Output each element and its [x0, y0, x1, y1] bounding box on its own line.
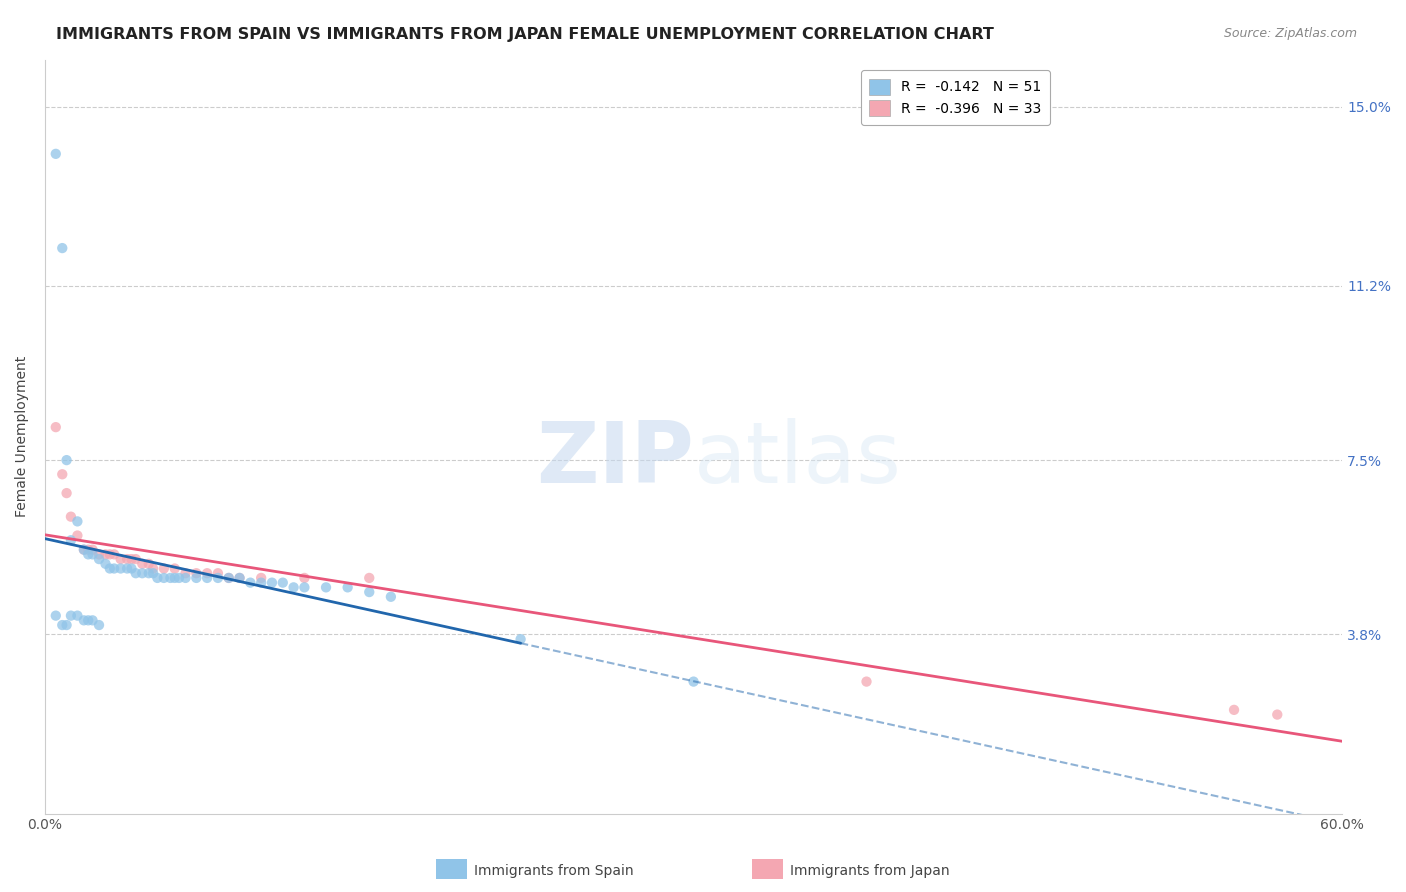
- Point: [186, 566, 208, 581]
- Point: [359, 571, 381, 585]
- Point: [120, 561, 142, 575]
- Point: [51, 618, 73, 632]
- Point: [239, 575, 262, 590]
- Point: [110, 552, 132, 566]
- Point: [315, 580, 337, 594]
- Text: Source: ZipAtlas.com: Source: ZipAtlas.com: [1223, 27, 1357, 40]
- Point: [359, 585, 381, 599]
- Point: [146, 571, 169, 585]
- Point: [131, 557, 153, 571]
- Point: [73, 542, 96, 557]
- Point: [260, 575, 283, 590]
- Point: [250, 571, 273, 585]
- Point: [77, 542, 100, 557]
- Y-axis label: Female Unemployment: Female Unemployment: [15, 356, 30, 517]
- Point: [682, 674, 704, 689]
- Point: [1265, 707, 1288, 722]
- Point: [207, 571, 229, 585]
- Point: [59, 608, 82, 623]
- Point: [66, 528, 89, 542]
- Point: [283, 580, 305, 594]
- Point: [509, 632, 531, 647]
- Point: [87, 552, 110, 566]
- Point: [45, 146, 67, 161]
- Point: [1223, 703, 1246, 717]
- Point: [110, 561, 132, 575]
- Point: [51, 241, 73, 255]
- Point: [271, 575, 294, 590]
- Point: [120, 552, 142, 566]
- Point: [115, 561, 138, 575]
- Point: [115, 552, 138, 566]
- Point: [138, 557, 160, 571]
- Point: [94, 557, 117, 571]
- Point: [131, 566, 153, 581]
- Point: [138, 566, 160, 581]
- Text: Immigrants from Spain: Immigrants from Spain: [474, 863, 634, 878]
- Point: [66, 515, 89, 529]
- Point: [228, 571, 250, 585]
- Point: [82, 547, 104, 561]
- Point: [59, 533, 82, 548]
- Point: [45, 420, 67, 434]
- Text: Immigrants from Japan: Immigrants from Japan: [790, 863, 950, 878]
- Point: [87, 547, 110, 561]
- Point: [195, 566, 218, 581]
- Point: [103, 561, 125, 575]
- Point: [73, 613, 96, 627]
- Text: ZIP: ZIP: [536, 417, 693, 500]
- Point: [55, 618, 77, 632]
- Point: [66, 608, 89, 623]
- Point: [186, 571, 208, 585]
- Point: [98, 561, 121, 575]
- Point: [142, 561, 165, 575]
- Point: [77, 547, 100, 561]
- Point: [77, 613, 100, 627]
- Point: [250, 575, 273, 590]
- Point: [103, 547, 125, 561]
- Point: [218, 571, 240, 585]
- Text: IMMIGRANTS FROM SPAIN VS IMMIGRANTS FROM JAPAN FEMALE UNEMPLOYMENT CORRELATION C: IMMIGRANTS FROM SPAIN VS IMMIGRANTS FROM…: [56, 27, 994, 42]
- Point: [163, 571, 186, 585]
- Point: [125, 552, 148, 566]
- Point: [336, 580, 359, 594]
- Point: [228, 571, 250, 585]
- Point: [380, 590, 402, 604]
- Point: [294, 571, 316, 585]
- Point: [163, 561, 186, 575]
- Point: [218, 571, 240, 585]
- Point: [207, 566, 229, 581]
- Point: [174, 566, 197, 581]
- Point: [82, 542, 104, 557]
- Point: [55, 486, 77, 500]
- Point: [174, 571, 197, 585]
- Point: [51, 467, 73, 482]
- Point: [82, 613, 104, 627]
- Point: [125, 566, 148, 581]
- Point: [855, 674, 877, 689]
- Point: [153, 561, 176, 575]
- Point: [142, 566, 165, 581]
- Point: [195, 571, 218, 585]
- Point: [167, 571, 190, 585]
- Point: [55, 453, 77, 467]
- Point: [59, 509, 82, 524]
- Point: [294, 580, 316, 594]
- Point: [98, 547, 121, 561]
- Point: [73, 542, 96, 557]
- Point: [159, 571, 181, 585]
- Point: [94, 547, 117, 561]
- Point: [87, 618, 110, 632]
- Text: atlas: atlas: [693, 417, 901, 500]
- Point: [153, 571, 176, 585]
- Point: [45, 608, 67, 623]
- Legend: R =  -0.142   N = 51, R =  -0.396   N = 33: R = -0.142 N = 51, R = -0.396 N = 33: [860, 70, 1050, 125]
